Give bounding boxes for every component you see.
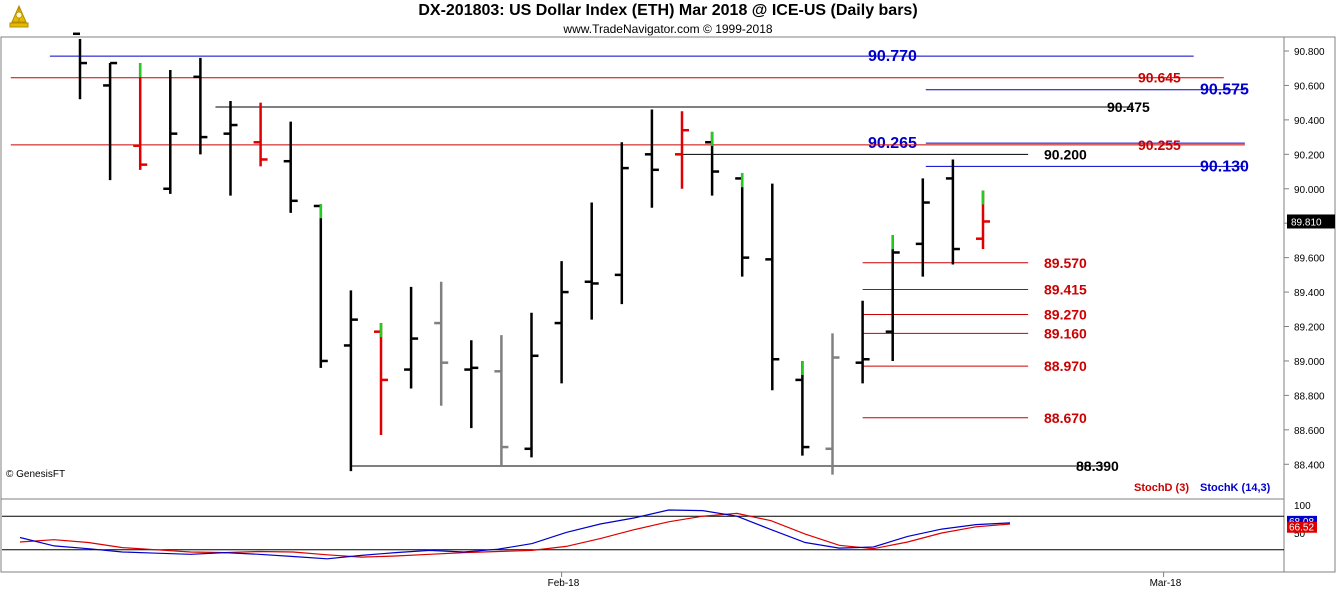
price-tick-label: 88.400 — [1294, 460, 1325, 471]
ohlc-bar — [584, 202, 599, 320]
ohlc-bar — [103, 61, 118, 181]
level-label: 89.270 — [1044, 306, 1087, 322]
ohlc-bar — [735, 173, 750, 277]
chart-title: DX-201803: US Dollar Index (ETH) Mar 201… — [418, 2, 918, 19]
ohlc-bar — [765, 183, 780, 391]
ohlc-bar — [313, 204, 328, 368]
ohlc-bar — [705, 131, 720, 196]
ohlc-bar — [945, 159, 960, 265]
stochk-line — [19, 509, 1011, 560]
price-tick-label: 90.400 — [1294, 116, 1325, 127]
ohlc-bar — [524, 312, 539, 458]
level-label: 90.645 — [1138, 70, 1181, 86]
ohlc-bar — [193, 57, 208, 155]
stoch-tick-label: 100 — [1294, 501, 1311, 512]
level-label: 88.670 — [1044, 410, 1087, 426]
ohlc-bar — [885, 235, 900, 361]
time-tick-label: Feb-18 — [548, 578, 580, 589]
ohlc-bar — [614, 142, 629, 305]
level-label: 90.200 — [1044, 146, 1087, 162]
ohlc-bar — [976, 190, 990, 250]
ohlc-bar — [404, 286, 419, 389]
price-tick-label: 88.800 — [1294, 391, 1325, 402]
ohlc-bar — [915, 178, 930, 277]
level-label: 88.390 — [1076, 458, 1119, 474]
ohlc-bar — [343, 290, 358, 472]
price-tick-label: 88.600 — [1294, 426, 1325, 437]
time-tick-label: Mar-18 — [1150, 578, 1182, 589]
level-label: 90.130 — [1200, 158, 1249, 175]
stochastic-pane: 1005068.0866.52 — [2, 501, 1317, 560]
stochk-legend: StochK (14,3) — [1200, 482, 1271, 494]
copyright-note: © GenesisFT — [6, 469, 66, 480]
last-price-label: 89.810 — [1291, 217, 1322, 228]
ohlc-bar — [795, 360, 810, 456]
last-price-box — [1287, 214, 1335, 229]
stoch-last-label: 66.52 — [1289, 523, 1314, 534]
level-label: 90.265 — [868, 135, 917, 152]
level-label: 90.475 — [1107, 99, 1150, 115]
ohlc-bar — [825, 333, 840, 475]
price-tick-label: 89.400 — [1294, 288, 1325, 299]
ohlc-bar — [494, 335, 509, 467]
stoch-last-box — [1287, 521, 1317, 533]
ohlc-bar — [554, 261, 569, 384]
price-tick-label: 90.200 — [1294, 150, 1325, 161]
stochd-line — [19, 512, 1011, 558]
price-tick-label: 89.000 — [1294, 357, 1325, 368]
plot-frame — [0, 36, 1285, 573]
ohlc-bar — [253, 102, 268, 167]
level-lines: 90.770 90.645 90.575 90.475 90.265 90.255 90.2… — [10, 48, 1249, 474]
level-label: 89.415 — [1044, 281, 1087, 297]
ohlc-bar — [464, 340, 479, 429]
chart-subtitle: www.TradeNavigator.com © 1999-2018 — [563, 22, 773, 36]
ohlc-bar — [374, 323, 388, 436]
ohlc-bar — [73, 32, 87, 100]
stochd-legend: StochD (3) — [1134, 482, 1189, 494]
price-tick-label: 90.800 — [1294, 47, 1325, 58]
price-tick-label: 89.600 — [1294, 254, 1325, 265]
price-tick-label: 89.200 — [1294, 323, 1325, 334]
ohlc-bar — [223, 100, 238, 196]
level-label: 89.570 — [1044, 255, 1087, 271]
price-tick-label: 90.600 — [1294, 81, 1325, 92]
ohlc-bar — [283, 121, 298, 213]
axis-labels: 90.80090.60090.40090.20090.00089.80089.6… — [548, 47, 1335, 589]
level-label: 88.970 — [1044, 358, 1087, 374]
price-bars — [73, 32, 990, 475]
level-label: 89.160 — [1044, 325, 1087, 341]
stoch-last-box — [1287, 515, 1317, 527]
ohlc-bar — [163, 69, 178, 194]
price-tick-label: 90.000 — [1294, 185, 1325, 196]
level-label: 90.255 — [1138, 137, 1181, 153]
level-label: 90.770 — [868, 48, 917, 65]
ohlc-bar — [675, 111, 689, 189]
level-label: 90.575 — [1200, 82, 1249, 99]
ohlc-bar — [434, 281, 449, 406]
ohlc-bar — [644, 109, 659, 208]
trade-navigator-logo — [4, 4, 34, 32]
ohlc-bar — [133, 63, 148, 170]
stoch-tick-label: 50 — [1294, 529, 1306, 540]
ohlc-bar — [855, 300, 870, 384]
